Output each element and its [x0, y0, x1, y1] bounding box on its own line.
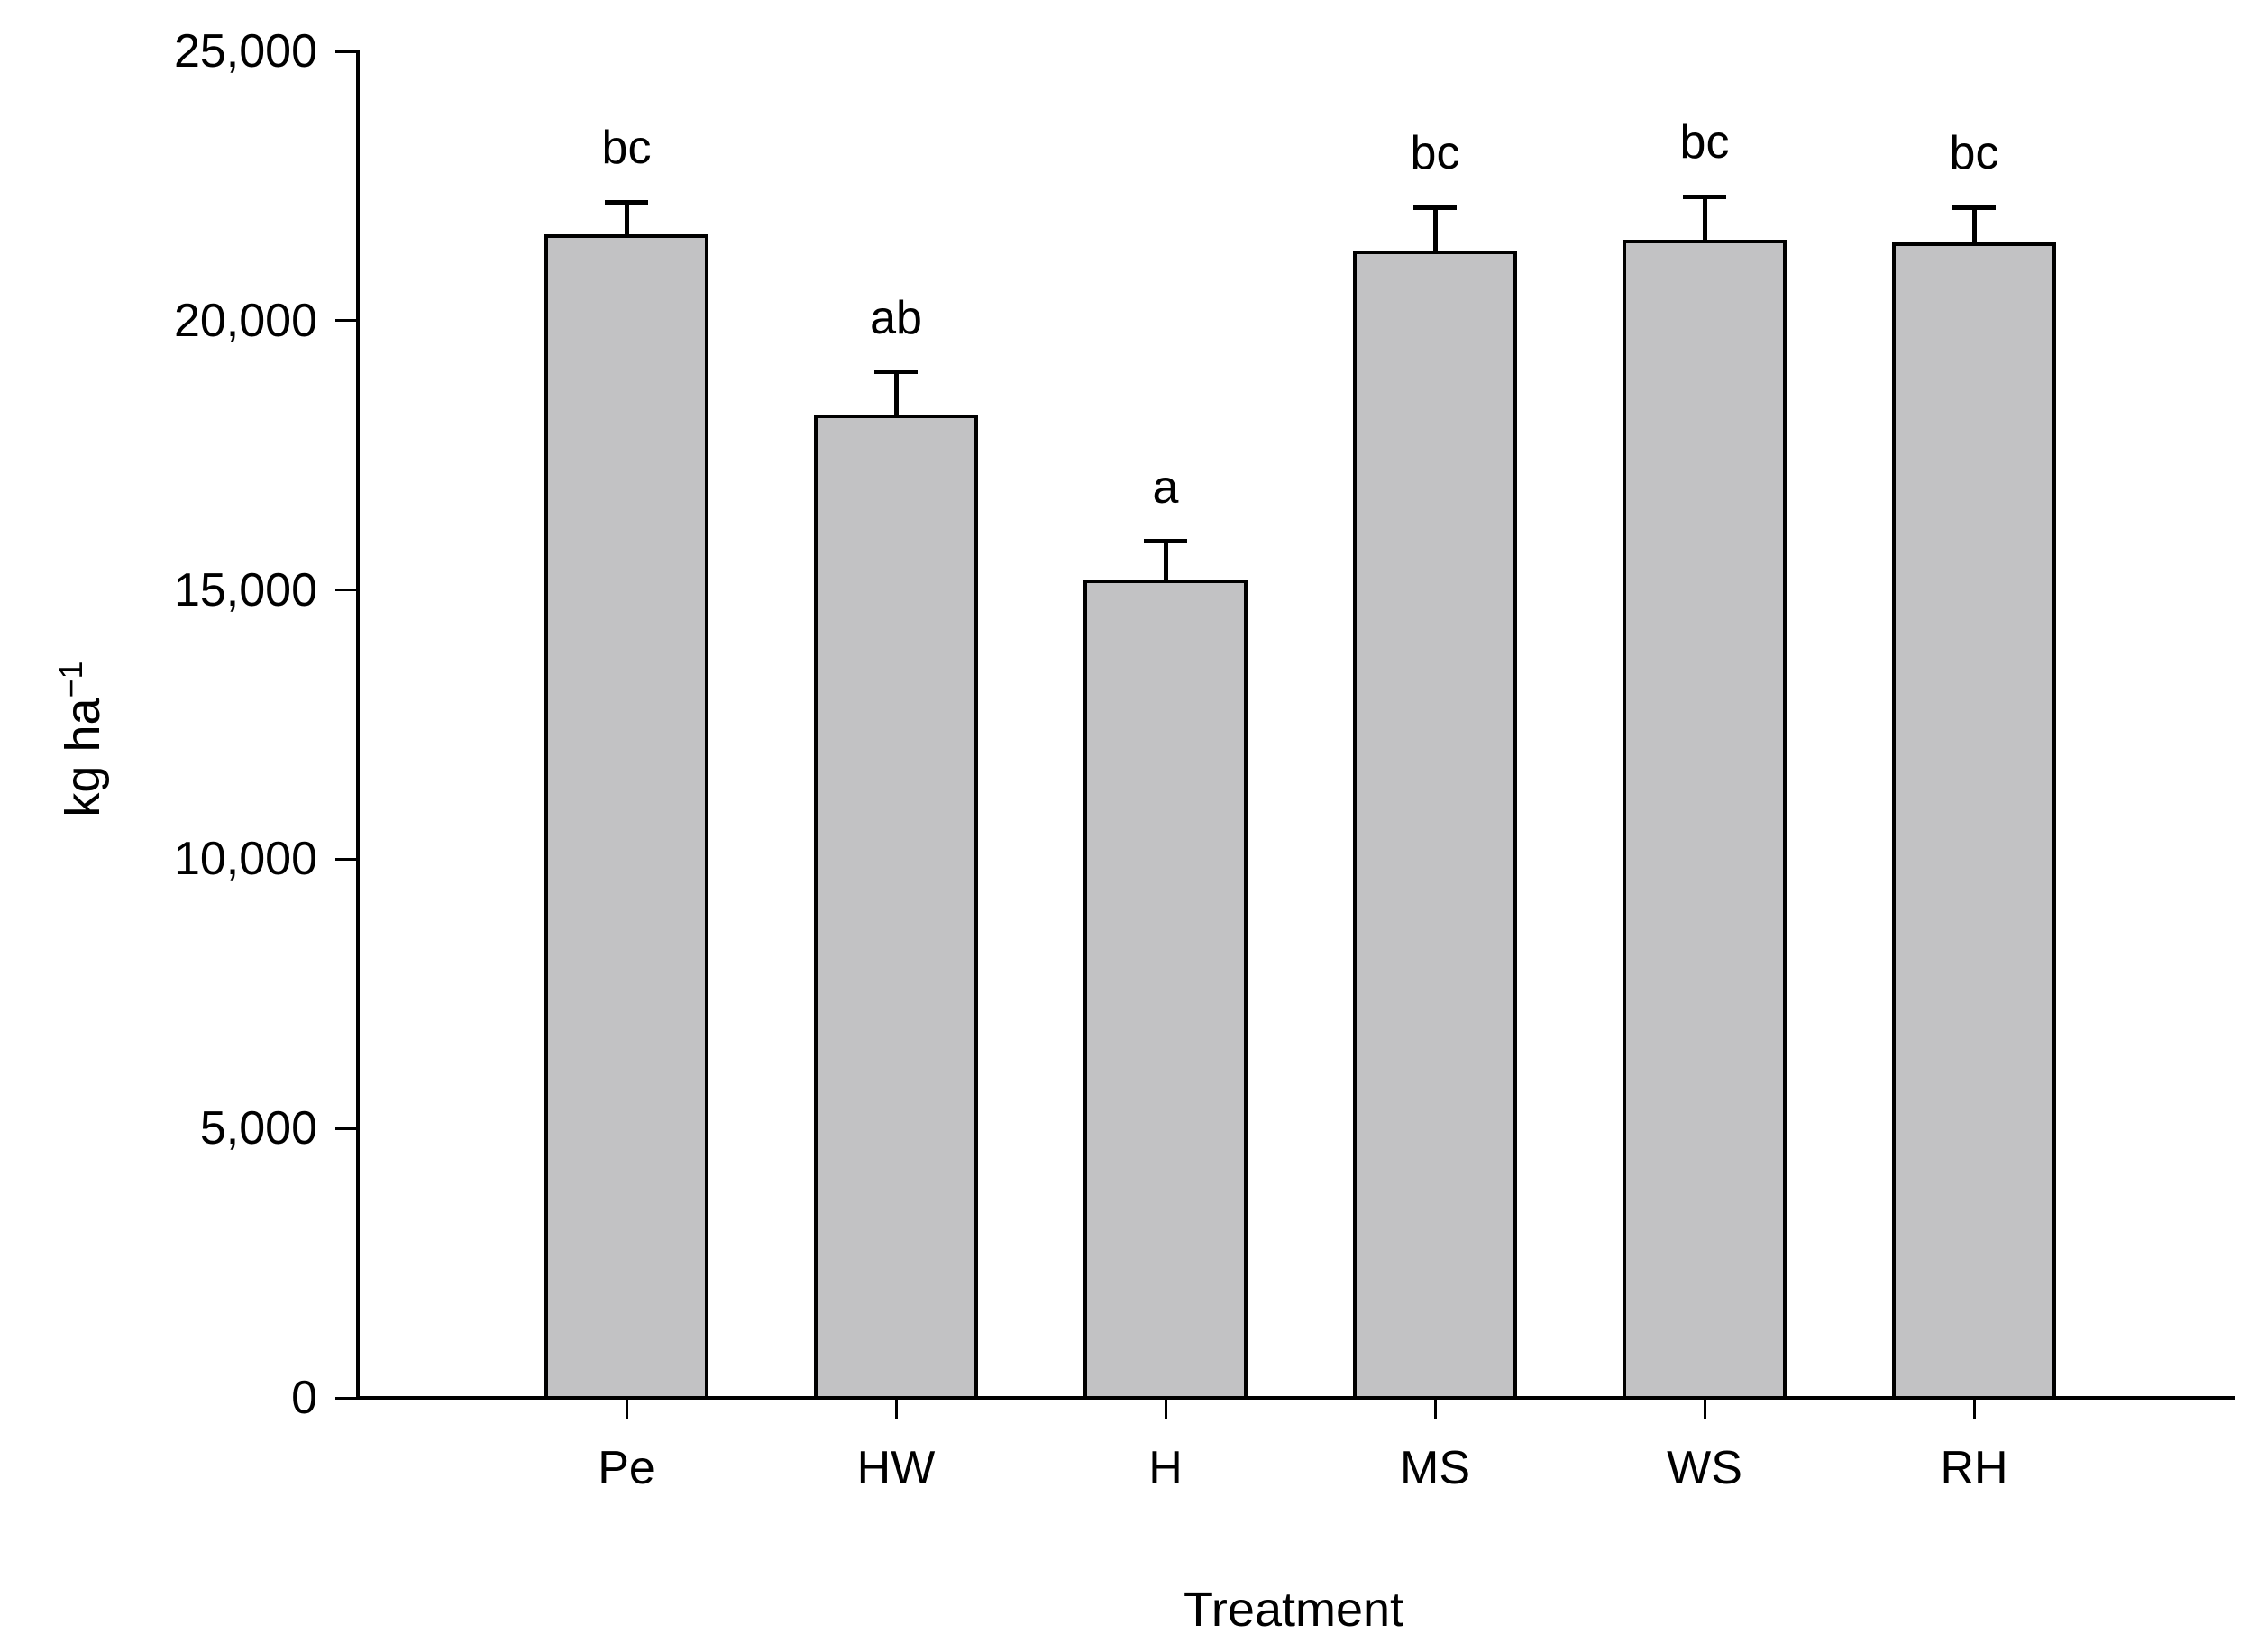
y-tick-label: 5,000 — [199, 1102, 317, 1155]
y-axis-title: kg ha−1 — [52, 661, 111, 817]
x-tick-mark — [1164, 1400, 1167, 1419]
error-bar-stem-ms — [1432, 207, 1438, 251]
significance-letter-hw: ab — [870, 291, 922, 344]
error-bar-cap-ms — [1413, 205, 1457, 210]
y-axis-line — [356, 50, 360, 1400]
x-tick-mark — [1703, 1400, 1706, 1419]
bar-rh — [1892, 242, 2056, 1400]
y-tick-label: 0 — [291, 1372, 317, 1424]
significance-letter-h: a — [1152, 461, 1179, 514]
significance-letter-ms: bc — [1410, 127, 1460, 180]
error-bar-stem-ws — [1702, 196, 1707, 241]
x-tick-label-ws: WS — [1667, 1442, 1742, 1494]
error-bar-cap-hw — [874, 370, 918, 375]
x-tick-mark — [625, 1400, 628, 1419]
error-bar-cap-h — [1144, 539, 1187, 544]
y-tick-label: 10,000 — [173, 833, 317, 886]
bar-h — [1083, 579, 1248, 1400]
y-tick-label: 15,000 — [173, 563, 317, 616]
bar-ws — [1623, 240, 1787, 1400]
x-tick-label-hw: HW — [856, 1442, 936, 1494]
x-tick-mark — [1433, 1400, 1437, 1419]
y-tick-mark — [335, 589, 357, 592]
error-bar-stem-rh — [1971, 207, 1977, 243]
x-tick-label-pe: Pe — [598, 1442, 655, 1494]
significance-letter-rh: bc — [1949, 127, 1999, 180]
significance-letter-ws: bc — [1679, 116, 1730, 169]
error-bar-cap-ws — [1683, 194, 1726, 199]
error-bar-stem-h — [1163, 541, 1168, 580]
error-bar-cap-pe — [605, 199, 648, 205]
x-axis-line — [356, 1396, 2235, 1400]
x-tick-label-rh: RH — [1940, 1442, 2008, 1494]
y-tick-mark — [335, 1396, 357, 1400]
y-tick-mark — [335, 319, 357, 323]
y-tick-label: 20,000 — [173, 294, 317, 347]
y-tick-mark — [335, 1127, 357, 1130]
bar-hw — [814, 415, 978, 1400]
error-bar-cap-rh — [1952, 205, 1996, 210]
x-tick-mark — [1972, 1400, 1976, 1419]
y-tick-mark — [335, 50, 357, 53]
y-tick-label: 25,000 — [173, 25, 317, 78]
y-axis-title-text: kg ha — [56, 698, 110, 817]
error-bar-stem-pe — [624, 202, 629, 235]
y-axis-title-exponent: −1 — [52, 661, 89, 698]
x-tick-label-h: H — [1148, 1442, 1183, 1494]
bar-pe — [544, 234, 708, 1400]
error-bar-stem-hw — [893, 371, 899, 415]
x-axis-title: Treatment — [1183, 1583, 1404, 1637]
x-tick-label-ms: MS — [1400, 1442, 1470, 1494]
x-tick-mark — [894, 1400, 898, 1419]
significance-letter-pe: bc — [601, 122, 652, 175]
bar-ms — [1353, 251, 1517, 1400]
y-tick-mark — [335, 857, 357, 861]
